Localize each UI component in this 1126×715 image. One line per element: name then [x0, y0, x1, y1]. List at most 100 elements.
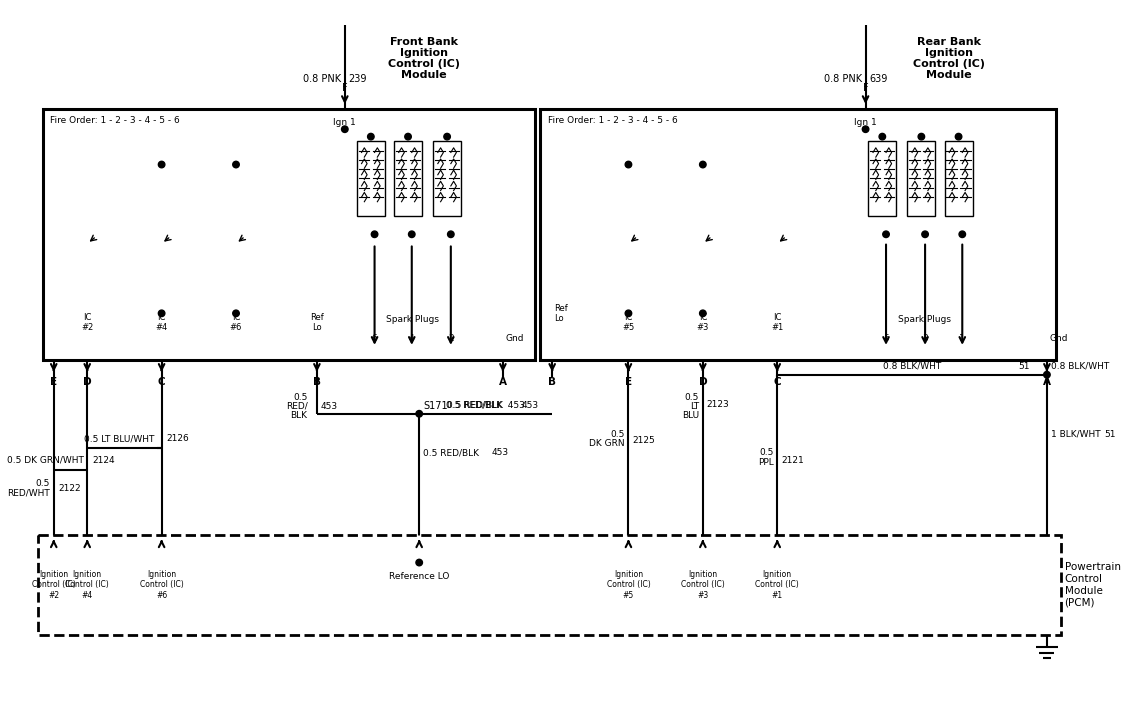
Circle shape — [159, 310, 164, 317]
Bar — [434, 142, 461, 216]
Circle shape — [159, 162, 164, 168]
Text: F: F — [342, 83, 348, 93]
Text: A: A — [499, 377, 507, 387]
Text: 1 BLK/WHT: 1 BLK/WHT — [1051, 430, 1100, 439]
Text: Ignition
Control (IC)
#3: Ignition Control (IC) #3 — [681, 570, 725, 600]
Text: 2123: 2123 — [706, 400, 730, 409]
Text: B: B — [548, 377, 556, 387]
Bar — [43, 109, 536, 360]
Text: 0.8 BLK/WHT: 0.8 BLK/WHT — [1051, 362, 1109, 371]
Text: 2126: 2126 — [167, 435, 189, 443]
Circle shape — [367, 134, 374, 140]
Text: Lo: Lo — [554, 315, 564, 323]
Text: BLK: BLK — [291, 411, 307, 420]
Circle shape — [415, 559, 422, 566]
Bar — [540, 109, 1056, 360]
Circle shape — [404, 134, 411, 140]
Text: 0.5 RED/BLK  453: 0.5 RED/BLK 453 — [446, 401, 525, 410]
Text: IC
#4: IC #4 — [155, 313, 168, 332]
Text: Control (IC): Control (IC) — [913, 59, 985, 69]
Text: 0.8 PNK: 0.8 PNK — [824, 74, 861, 84]
Text: Ignition
Control (IC)
#5: Ignition Control (IC) #5 — [607, 570, 651, 600]
Text: D: D — [83, 377, 91, 387]
Text: Ignition
Control (IC)
#4: Ignition Control (IC) #4 — [65, 570, 109, 600]
Text: E: E — [625, 377, 632, 387]
Text: 0.5 LT BLU/WHT: 0.5 LT BLU/WHT — [83, 435, 154, 443]
Text: RED/WHT: RED/WHT — [7, 488, 50, 498]
Text: Powertrain
Control
Module
(PCM): Powertrain Control Module (PCM) — [1064, 563, 1120, 607]
Text: 2122: 2122 — [59, 483, 81, 493]
Text: Ign 1: Ign 1 — [855, 118, 877, 127]
Text: 2121: 2121 — [781, 455, 804, 465]
Text: 6: 6 — [372, 334, 377, 343]
Text: 453: 453 — [492, 448, 509, 458]
Text: C: C — [158, 377, 166, 387]
Circle shape — [233, 310, 239, 317]
Text: 2124: 2124 — [92, 455, 115, 465]
Text: B: B — [313, 377, 321, 387]
Text: Fire Order: 1 - 2 - 3 - 4 - 5 - 6: Fire Order: 1 - 2 - 3 - 4 - 5 - 6 — [547, 116, 677, 125]
Text: 239: 239 — [349, 74, 367, 84]
Text: IC
#5: IC #5 — [623, 313, 635, 332]
Circle shape — [625, 162, 632, 168]
Text: S171: S171 — [423, 401, 447, 411]
Text: RED/: RED/ — [286, 402, 307, 411]
Text: A: A — [1043, 377, 1051, 387]
Text: Ignition
Control (IC)
#1: Ignition Control (IC) #1 — [756, 570, 799, 600]
Text: Gnd: Gnd — [1049, 334, 1069, 343]
Bar — [38, 535, 1061, 635]
Circle shape — [447, 231, 454, 237]
Circle shape — [415, 410, 422, 417]
Text: 0.8 PNK: 0.8 PNK — [303, 74, 341, 84]
Text: 0.5 DK GRN/WHT: 0.5 DK GRN/WHT — [7, 455, 83, 465]
Circle shape — [955, 134, 962, 140]
Text: IC
#3: IC #3 — [697, 313, 709, 332]
Text: 453: 453 — [321, 402, 338, 411]
Text: 51: 51 — [1105, 430, 1116, 439]
Text: 0.5: 0.5 — [759, 448, 774, 458]
Circle shape — [918, 134, 924, 140]
Text: LT: LT — [690, 402, 699, 411]
Bar — [394, 142, 422, 216]
Circle shape — [625, 310, 632, 317]
Bar — [945, 142, 973, 216]
Text: DK GRN: DK GRN — [589, 439, 625, 448]
Text: 639: 639 — [869, 74, 887, 84]
Circle shape — [1044, 372, 1051, 378]
Text: C: C — [774, 377, 781, 387]
Circle shape — [883, 231, 890, 237]
Text: Reference LO: Reference LO — [388, 572, 449, 581]
Text: Ref
Lo: Ref Lo — [310, 313, 324, 332]
Circle shape — [341, 126, 348, 132]
Bar — [357, 142, 385, 216]
Text: Ignition: Ignition — [926, 48, 973, 58]
Text: Spark Plugs: Spark Plugs — [386, 315, 439, 325]
Text: BLU: BLU — [682, 411, 699, 420]
Text: Ignition
Control (IC)
#2: Ignition Control (IC) #2 — [32, 570, 75, 600]
Circle shape — [444, 134, 450, 140]
Text: 0.8 BLK/WHT: 0.8 BLK/WHT — [883, 362, 941, 371]
Text: 0.5: 0.5 — [36, 479, 50, 488]
Text: Ignition: Ignition — [400, 48, 448, 58]
Text: 3: 3 — [922, 334, 928, 343]
Text: Rear Bank: Rear Bank — [918, 36, 981, 46]
Text: 453: 453 — [521, 401, 538, 410]
Text: Control (IC): Control (IC) — [387, 59, 459, 69]
Text: 4: 4 — [409, 334, 414, 343]
Text: 0.5 RED/BLK: 0.5 RED/BLK — [423, 448, 479, 458]
Text: Module: Module — [401, 70, 447, 80]
Text: 1: 1 — [959, 334, 965, 343]
Circle shape — [372, 231, 378, 237]
Text: Front Bank: Front Bank — [390, 36, 458, 46]
Text: Ign 1: Ign 1 — [333, 118, 356, 127]
Circle shape — [699, 310, 706, 317]
Text: 0.5: 0.5 — [685, 393, 699, 402]
Text: Fire Order: 1 - 2 - 3 - 4 - 5 - 6: Fire Order: 1 - 2 - 3 - 4 - 5 - 6 — [50, 116, 180, 125]
Text: Ref: Ref — [554, 304, 568, 313]
Text: 0.5 RED/BLK: 0.5 RED/BLK — [447, 401, 503, 410]
Text: 0.5: 0.5 — [293, 393, 307, 402]
Circle shape — [922, 231, 928, 237]
Text: PPL: PPL — [758, 458, 774, 467]
Text: 2125: 2125 — [632, 436, 655, 445]
Text: Ignition
Control (IC)
#6: Ignition Control (IC) #6 — [140, 570, 184, 600]
